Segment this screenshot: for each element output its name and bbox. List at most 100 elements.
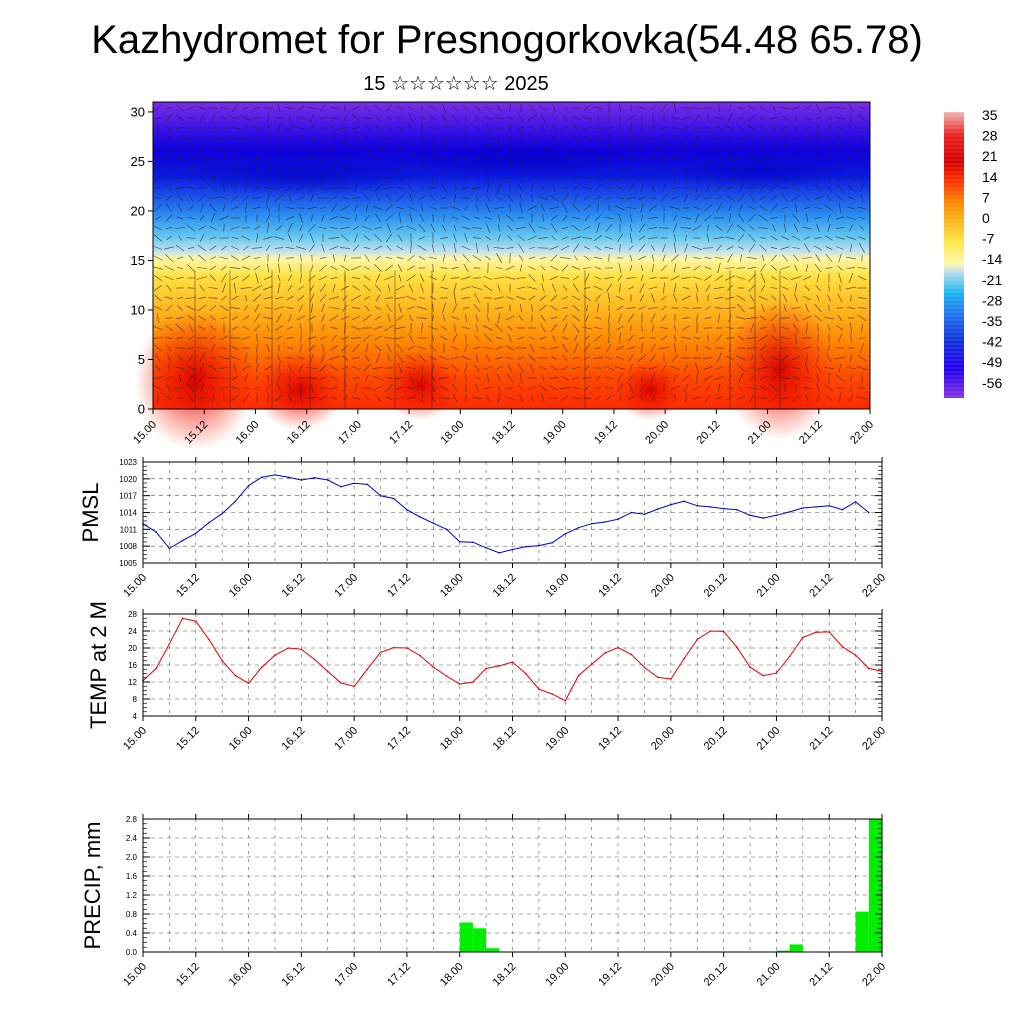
x-tick-label: 15.12 — [174, 725, 202, 753]
y-tick-label: 1.6 — [126, 872, 138, 881]
x-tick-label: 21.12 — [807, 961, 835, 989]
colorbar-label: -7 — [982, 231, 995, 247]
data-point — [709, 506, 712, 508]
data-point — [551, 542, 553, 544]
data-point — [643, 666, 646, 669]
data-point — [656, 676, 659, 679]
data-point — [604, 521, 606, 523]
data-point — [419, 516, 421, 518]
data-point — [854, 501, 857, 503]
x-tick-label: 16.00 — [227, 572, 255, 600]
colorbar-label: 28 — [982, 128, 998, 144]
precip-panel: 0.0 0.4 0.8 1.2 1.6 2.0 2.4 2.8 15.00 15.12 16.00 1… — [80, 814, 888, 989]
data-point — [419, 654, 421, 657]
data-point — [841, 508, 844, 511]
y-tick-label: 1005 — [119, 559, 137, 568]
data-point — [168, 547, 171, 550]
x-tick-label: 17.00 — [332, 725, 360, 753]
data-point — [854, 654, 857, 656]
x-tick-label: 19.12 — [596, 725, 624, 753]
data-point — [392, 497, 395, 500]
x-tick-label: 15.00 — [121, 725, 149, 753]
data-point — [815, 506, 817, 508]
wind-vectors — [152, 102, 868, 409]
colorbar-label: -28 — [982, 292, 1002, 308]
y-tick-label: 0.4 — [126, 929, 138, 938]
data-point — [313, 658, 316, 661]
x-tick-label: 18.12 — [490, 419, 518, 447]
x-tick-label: 15.00 — [121, 961, 149, 989]
x-tick-label: 20.12 — [702, 572, 730, 600]
pmsl-panel: 1005 1008 1011 1014 1017 1020 1023 15.00 15.12 16… — [78, 457, 888, 600]
data-point — [722, 507, 725, 510]
data-point — [195, 532, 197, 535]
x-tick-label: 19.00 — [543, 961, 571, 989]
x-tick-label: 15.12 — [174, 961, 202, 989]
data-point — [485, 667, 487, 670]
x-tick-label: 22.00 — [860, 725, 888, 753]
y-tick-label: 12 — [128, 678, 137, 687]
x-tick-label: 19.00 — [543, 725, 571, 753]
data-point — [670, 503, 672, 506]
data-point — [181, 539, 184, 542]
data-point — [221, 660, 223, 662]
colorbar-label: -35 — [982, 313, 1002, 329]
y-tick-label: 20 — [131, 203, 145, 218]
x-tick-label: 19.12 — [592, 419, 620, 447]
data-point — [274, 654, 276, 656]
data-point — [511, 661, 514, 663]
x-tick-label: 16.00 — [227, 725, 255, 753]
data-point — [775, 672, 778, 674]
data-point — [736, 508, 738, 511]
data-point — [670, 678, 672, 680]
y-tick-label: 16 — [128, 661, 137, 670]
precip-bar — [776, 950, 790, 952]
data-point — [353, 685, 355, 688]
data-point — [300, 479, 303, 481]
x-tick-label: 20.00 — [649, 725, 677, 753]
x-tick-label: 16.12 — [280, 961, 308, 989]
data-point — [577, 674, 580, 677]
data-point — [366, 483, 369, 486]
data-point — [524, 545, 527, 548]
data-point — [815, 631, 817, 634]
colorbar-label: -56 — [982, 375, 1002, 391]
data-point — [788, 655, 791, 658]
y-tick-label: 1017 — [119, 492, 137, 501]
x-tick-label: 19.00 — [543, 572, 571, 600]
data-point — [472, 541, 474, 543]
x-tick-label: 22.00 — [860, 572, 888, 600]
data-point — [155, 667, 157, 670]
data-point — [604, 652, 606, 654]
data-point — [788, 511, 791, 513]
warm-core — [255, 350, 345, 430]
precip-bar — [472, 928, 487, 953]
precip-axis-title: PRECIP, mm — [80, 822, 105, 950]
data-point — [340, 485, 342, 488]
data-point — [617, 646, 619, 649]
x-tick-label: 18.12 — [491, 572, 519, 600]
data-point — [168, 643, 171, 645]
y-tick-label: 1011 — [120, 525, 138, 534]
data-point — [432, 666, 435, 668]
pmsl-series-line — [142, 474, 870, 554]
data-point — [683, 657, 685, 660]
y-tick-label: 10 — [131, 302, 145, 317]
x-tick-label: 19.12 — [596, 961, 624, 989]
data-point — [208, 638, 210, 641]
x-tick-label: 15.00 — [121, 572, 149, 600]
y-tick-label: 0 — [138, 402, 145, 417]
data-point — [340, 682, 342, 684]
precip-bar — [459, 922, 473, 952]
colorbar-ramp — [944, 112, 964, 398]
colorbar-label: 7 — [982, 189, 990, 205]
data-point — [406, 647, 408, 649]
data-point — [590, 522, 593, 525]
x-tick-label: 18.00 — [438, 572, 466, 600]
data-point — [261, 666, 263, 668]
x-tick-label: 18.00 — [438, 419, 466, 447]
precip-bar — [486, 948, 500, 952]
data-point — [709, 630, 712, 632]
data-point — [274, 474, 276, 476]
